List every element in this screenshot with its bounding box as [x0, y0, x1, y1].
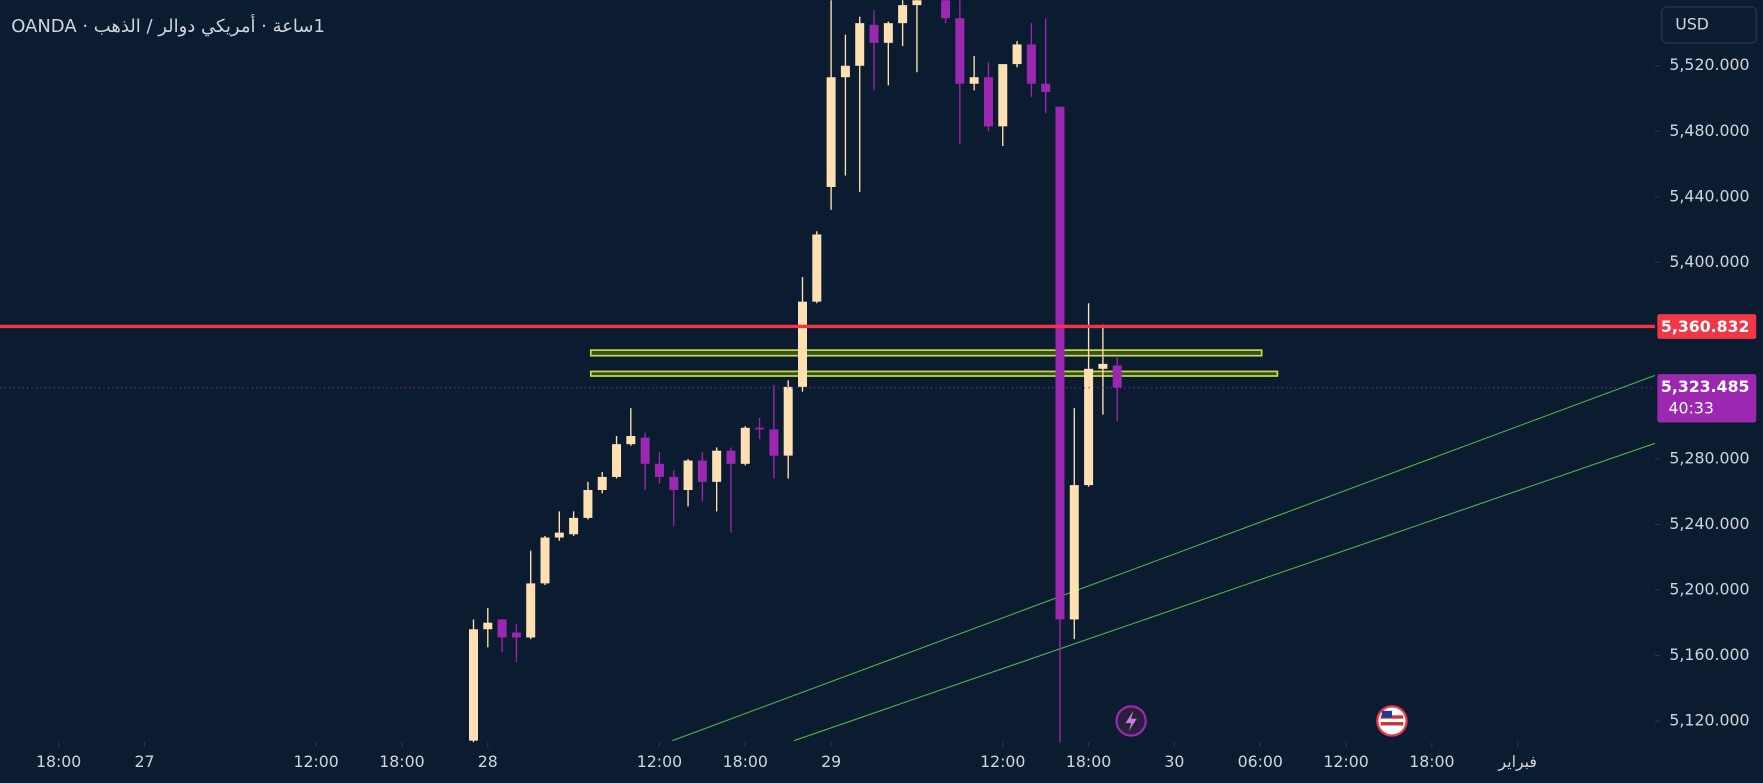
- y-tick-label: 5,240.000: [1669, 514, 1749, 533]
- candle-body: [1026, 44, 1036, 84]
- candle-body: [955, 18, 965, 84]
- x-tick-label: 18:00: [723, 752, 768, 771]
- last-price-label: 5,323.485: [1661, 377, 1750, 396]
- candle-body: [483, 622, 493, 630]
- candle-body: [1084, 368, 1094, 486]
- y-tick-label: 5,400.000: [1669, 252, 1749, 271]
- price-label: 5,360.832: [1661, 317, 1750, 336]
- candle-body: [554, 532, 564, 538]
- x-tick-label: 27: [134, 752, 154, 771]
- currency-button[interactable]: [1661, 6, 1757, 44]
- candle-body: [1041, 83, 1051, 92]
- candle-body: [1012, 44, 1022, 65]
- candle-body: [855, 23, 865, 66]
- candle-body: [840, 65, 850, 78]
- candle-body: [626, 435, 636, 445]
- zone: [589, 370, 1279, 377]
- x-tick-label: 29: [821, 752, 841, 771]
- symbol-title: OANDA · بهذلا / رلاود يكيرمأ · ةعاس1: [11, 14, 325, 37]
- countdown: 40:33: [1669, 399, 1714, 418]
- x-tick-label: 12:00: [980, 752, 1025, 771]
- candle-body: [697, 460, 707, 482]
- event-icon[interactable]: [1115, 705, 1147, 737]
- candle-body: [511, 632, 521, 638]
- candle-body: [941, 0, 951, 19]
- y-tick-label: 5,200.000: [1669, 579, 1749, 598]
- candle-body: [783, 386, 793, 456]
- y-tick-label: 5,120.000: [1669, 711, 1749, 730]
- last-price-box: [1657, 374, 1757, 423]
- candle-body: [569, 517, 579, 535]
- candle-body: [669, 476, 679, 491]
- candle-body: [654, 463, 664, 477]
- price-label-box: [1657, 314, 1757, 339]
- y-tick-label: 5,280.000: [1669, 448, 1749, 467]
- candle-body: [1069, 485, 1079, 620]
- x-tick-label: 18:00: [1409, 752, 1454, 771]
- candle-body: [540, 537, 550, 584]
- candle-body: [683, 460, 693, 491]
- candle-body: [769, 429, 779, 456]
- currency-label[interactable]: USD: [1675, 14, 1709, 33]
- candle-body: [726, 450, 736, 464]
- candle-body: [740, 427, 750, 464]
- candle-body: [812, 234, 822, 302]
- candle-body: [583, 490, 593, 518]
- candle-body: [912, 0, 922, 6]
- x-tick-label: 28: [478, 752, 498, 771]
- candle-body: [883, 23, 893, 43]
- candle-body: [826, 77, 836, 187]
- zone: [589, 349, 1263, 357]
- candle-body: [998, 64, 1008, 127]
- x-tick-label: 30: [1164, 752, 1184, 771]
- candle-body: [1098, 363, 1108, 369]
- y-tick-label: 5,160.000: [1669, 645, 1749, 664]
- trendline: [672, 374, 1656, 742]
- candle-body: [597, 476, 607, 491]
- candle-body: [497, 619, 507, 638]
- candle-body: [755, 427, 765, 430]
- candle-body: [468, 629, 478, 741]
- x-tick-label: 12:00: [293, 752, 338, 771]
- candle-body: [969, 77, 979, 84]
- candle-body: [898, 5, 908, 24]
- x-tick-label: 18:00: [379, 752, 424, 771]
- x-tick-label: 18:00: [1066, 752, 1111, 771]
- us-event-icon[interactable]: [1376, 705, 1408, 737]
- candle-body: [797, 301, 807, 387]
- candle-body: [1055, 106, 1065, 620]
- x-tick-label: 12:00: [1323, 752, 1368, 771]
- x-tick-label: 18:00: [36, 752, 81, 771]
- candle-body: [1112, 365, 1122, 388]
- x-tick-label: 12:00: [637, 752, 682, 771]
- y-tick-label: 5,480.000: [1669, 121, 1749, 140]
- candle-body: [612, 444, 622, 477]
- y-tick-label: 5,520.000: [1669, 55, 1749, 74]
- candle-body: [983, 77, 993, 127]
- candle-body: [869, 24, 879, 43]
- x-tick-label: فبراير: [1498, 752, 1537, 772]
- candle-body: [526, 583, 536, 638]
- y-tick-label: 5,440.000: [1669, 186, 1749, 205]
- candle-body: [640, 437, 650, 464]
- trendline: [793, 442, 1656, 742]
- x-tick-label: 06:00: [1238, 752, 1283, 771]
- candle-body: [712, 450, 722, 482]
- plot-area: [0, 0, 1656, 743]
